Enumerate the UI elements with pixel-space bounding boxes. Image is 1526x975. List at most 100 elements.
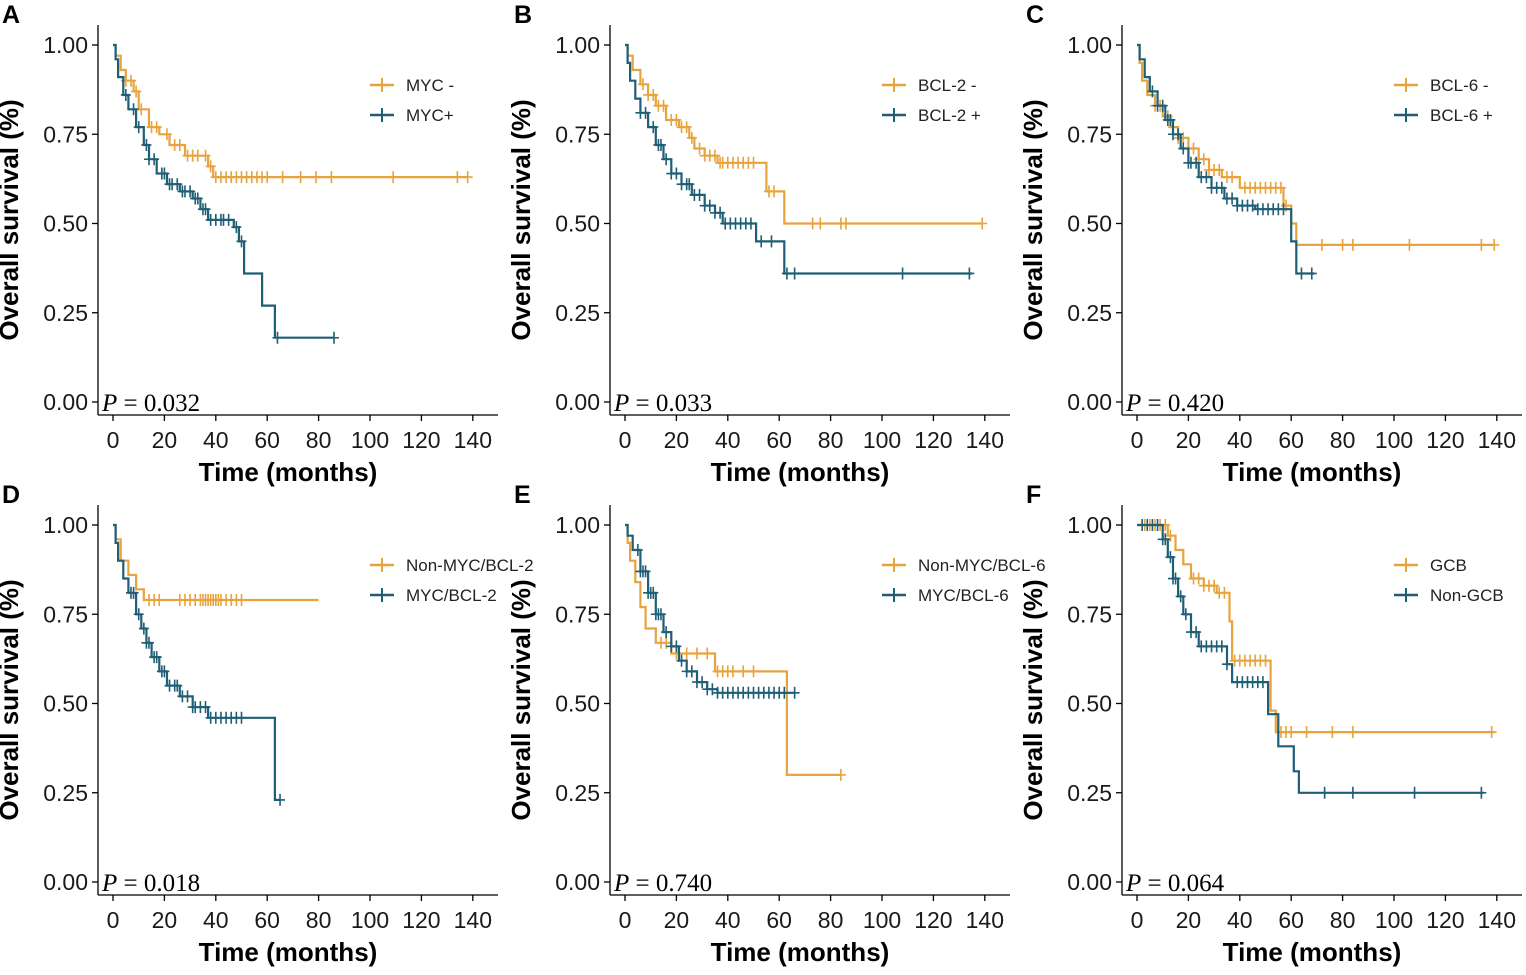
panel-D: D 0.00 0.25 0.50 0.75 1.00 0 20 40 60 80 100 120 140 T… (0, 481, 534, 967)
x-tick-label: 140 (1478, 427, 1516, 453)
series-A-1-censor-mark (388, 171, 399, 184)
series-D-2-censor-mark (133, 608, 144, 621)
series-B-1-censor-mark (658, 99, 669, 112)
y-tick-label: 1.00 (555, 32, 600, 58)
p-value: P = 0.064 (1125, 870, 1225, 897)
y-tick-label: 0.75 (43, 121, 88, 147)
x-tick-label: 80 (1330, 907, 1356, 933)
panel-F: F 0.00 0.25 0.50 0.75 1.00 0 20 40 60 80 100 120 140 T… (1018, 481, 1522, 967)
x-axis-title: Time (months) (711, 937, 890, 967)
series-C-1-censor-mark (1347, 238, 1358, 251)
x-tick-label: 40 (715, 427, 741, 453)
series-B-2-censor-mark (745, 217, 756, 230)
y-tick-label: 1.00 (43, 512, 88, 538)
x-tick-label: 60 (1278, 427, 1304, 453)
x-axis-title: Time (months) (711, 457, 890, 487)
x-tick-label: 20 (152, 907, 178, 933)
series-E-1-censor-mark (835, 768, 846, 781)
series-F-2-censor-mark (1319, 786, 1330, 799)
series-E-2-censor-mark (671, 640, 682, 653)
series-B-2-censor-mark (766, 235, 777, 248)
series-D-2-censor-mark (151, 651, 162, 664)
legend-label: BCL-2 + (918, 106, 981, 125)
y-axis-title: Overall survival (%) (506, 99, 536, 340)
series-F-2-censor-mark (1175, 590, 1186, 603)
series-E-2-censor-mark (661, 626, 672, 639)
series-A-2-censor-mark (272, 331, 283, 344)
series-E-1-censor-mark (738, 665, 749, 678)
x-axis-title: Time (months) (199, 937, 378, 967)
series-E-2-censor-mark (676, 654, 687, 667)
p-value: P = 0.033 (613, 390, 712, 417)
series-E-1-censor-mark (748, 665, 759, 678)
x-tick-label: 0 (107, 427, 120, 453)
y-axis-title: Overall survival (%) (0, 99, 24, 340)
series-C-1-censor-mark (1476, 238, 1487, 251)
series-A-1-censor-mark (326, 171, 337, 184)
y-tick-label: 0.50 (43, 211, 88, 237)
x-tick-label: 100 (863, 907, 901, 933)
y-tick-label: 0.00 (1067, 389, 1112, 415)
y-tick-label: 0.50 (555, 211, 600, 237)
y-tick-label: 0.25 (43, 780, 88, 806)
x-tick-label: 120 (402, 907, 440, 933)
series-B-1-censor-mark (686, 131, 697, 144)
y-tick-label: 0.25 (1067, 780, 1112, 806)
y-tick-label: 0.25 (555, 300, 600, 326)
series-A-2-censor-mark (329, 331, 340, 344)
series-C-2-censor-mark (1147, 85, 1158, 98)
series-F-2-censor-mark (1191, 626, 1202, 639)
series-B-2-censor-mark (964, 267, 975, 280)
series-A-2-censor-mark (120, 88, 131, 101)
series-A-1-censor-mark (452, 171, 463, 184)
y-tick-label: 0.75 (43, 601, 88, 627)
series-A-2-censor-mark (185, 185, 196, 198)
series-F-2-censor-mark (1221, 658, 1232, 671)
series-A-1-line (113, 43, 468, 179)
series-E-1-censor-mark (727, 665, 738, 678)
series-C-2-censor-mark (1296, 267, 1307, 280)
series-F-1-censor-mark (1165, 529, 1176, 542)
series-C-2-censor-mark (1278, 203, 1289, 216)
legend-label: Non-MYC/BCL-2 (406, 556, 534, 575)
series-D-2-censor-mark (236, 711, 247, 724)
series-F-2-censor-mark (1216, 640, 1227, 653)
y-axis-title: Overall survival (%) (1018, 99, 1048, 340)
y-tick-label: 0.00 (555, 869, 600, 895)
series-A-2-censor-mark (223, 213, 234, 226)
series-D-2-censor-mark (200, 701, 211, 714)
y-tick-label: 0.00 (43, 389, 88, 415)
y-tick-label: 0.50 (1067, 691, 1112, 717)
series-F-1-censor-mark (1286, 726, 1297, 739)
series-C-2-censor-mark (1157, 99, 1168, 112)
x-tick-label: 20 (664, 427, 690, 453)
series-B-1-censor-mark (977, 217, 988, 230)
series-E-1-censor-mark (691, 647, 702, 660)
legend-label: BCL-6 - (1430, 76, 1489, 95)
x-tick-label: 80 (306, 907, 332, 933)
x-tick-label: 20 (664, 907, 690, 933)
x-tick-label: 40 (203, 427, 229, 453)
series-B-2-censor-mark (756, 235, 767, 248)
x-tick-label: 140 (966, 427, 1004, 453)
y-tick-label: 0.00 (43, 869, 88, 895)
series-B-2-censor-mark (671, 167, 682, 180)
series-E-2-censor-mark (697, 676, 708, 689)
series-B-2-censor-mark (715, 206, 726, 219)
series-F-2-censor-mark (1170, 572, 1181, 585)
series-A-1-censor-mark (200, 149, 211, 162)
p-value: P = 0.740 (613, 870, 712, 897)
series-A-2-censor-mark (200, 203, 211, 216)
series-D-2-censor-mark (275, 793, 286, 806)
series-B-2-censor-mark (704, 199, 715, 212)
series-F-1-censor-mark (1260, 654, 1271, 667)
x-tick-label: 100 (351, 427, 389, 453)
panel-A: A 0.00 0.25 0.50 0.75 1.00 0 20 40 60 80 100 120 140 T… (0, 1, 498, 487)
series-B-1-censor-mark (748, 156, 759, 169)
y-tick-label: 1.00 (555, 512, 600, 538)
x-tick-label: 20 (152, 427, 178, 453)
x-tick-label: 120 (1426, 427, 1464, 453)
legend-label: Non-MYC/BCL-6 (918, 556, 1046, 575)
series-A-2-line (113, 43, 334, 339)
x-tick-label: 120 (914, 907, 952, 933)
